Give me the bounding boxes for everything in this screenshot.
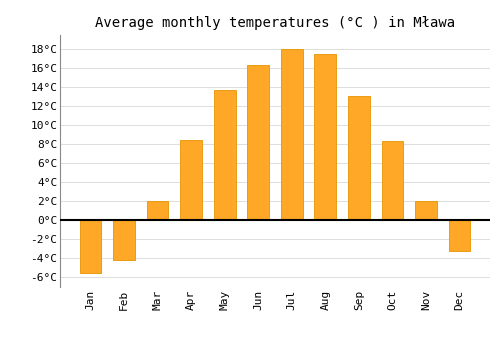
Bar bbox=[146, 201, 169, 220]
Bar bbox=[448, 220, 470, 251]
Bar bbox=[113, 220, 135, 260]
Bar bbox=[415, 201, 437, 220]
Bar bbox=[214, 90, 236, 220]
Bar bbox=[281, 49, 302, 220]
Bar bbox=[348, 96, 370, 220]
Title: Average monthly temperatures (°C ) in Mława: Average monthly temperatures (°C ) in Mł… bbox=[95, 16, 455, 30]
Bar bbox=[382, 141, 404, 220]
Bar bbox=[80, 220, 102, 273]
Bar bbox=[314, 54, 336, 220]
Bar bbox=[248, 65, 269, 220]
Bar bbox=[180, 140, 202, 220]
